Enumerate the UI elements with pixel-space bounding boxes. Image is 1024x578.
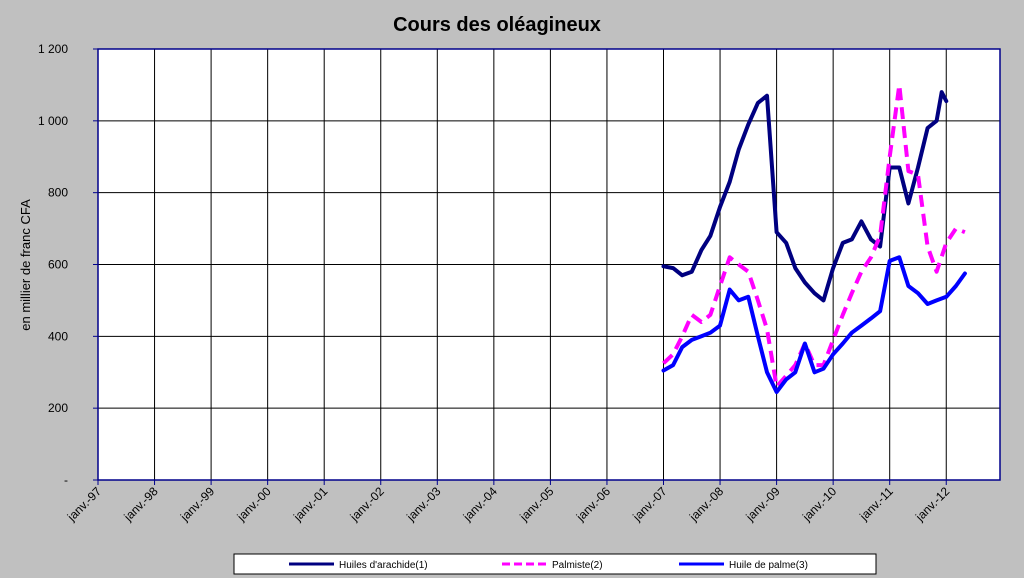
y-tick-label: 200 xyxy=(48,401,68,415)
x-tick-label: janv.-12 xyxy=(912,484,952,524)
y-tick-label: - xyxy=(64,473,68,487)
legend-label: Huile de palme(3) xyxy=(729,560,808,571)
legend-label: Huiles d'arachide(1) xyxy=(339,560,428,571)
plot-border xyxy=(97,48,1001,481)
x-tick-label: janv.-98 xyxy=(120,484,160,524)
x-tick-label: janv.-05 xyxy=(516,484,556,524)
x-tick-label: janv.-06 xyxy=(573,484,613,524)
x-tick-label: janv.-10 xyxy=(799,484,839,524)
legend-label: Palmiste(2) xyxy=(552,560,603,571)
y-axis-label: en millier de franc CFA xyxy=(18,199,33,331)
y-tick-label: 1 200 xyxy=(38,42,68,56)
y-tick-label: 1 000 xyxy=(38,114,68,128)
x-tick-label: janv.-11 xyxy=(856,484,896,524)
x-tick-label: janv.-07 xyxy=(629,484,669,524)
x-tick-label: janv.-09 xyxy=(743,484,783,524)
series-line xyxy=(661,90,949,303)
legend-box xyxy=(233,553,877,575)
x-tick-label: janv.-08 xyxy=(686,484,726,524)
x-tick-label: janv.-03 xyxy=(403,484,443,524)
y-tick-label: 400 xyxy=(48,329,68,343)
x-tick-label: janv.-97 xyxy=(64,484,104,524)
plot-area: - 200 400 600 800 1 000 1 200 janv.-97 janv.-98 j… xyxy=(38,42,1001,524)
x-tick-label: janv.-99 xyxy=(177,484,217,524)
x-tick-label: janv.-01 xyxy=(290,484,330,524)
x-tick-label: janv.-00 xyxy=(234,484,274,524)
y-tick-label: 800 xyxy=(48,186,68,200)
y-tick-label: 600 xyxy=(48,258,68,272)
legend: Huiles d'arachide(1) Palmiste(2) Huile de … xyxy=(233,553,877,575)
series-line xyxy=(661,255,967,394)
chart-title: Cours des oléagineux xyxy=(393,14,601,36)
x-tick-label: janv.-04 xyxy=(460,484,500,524)
x-tick-label: janv.-02 xyxy=(347,484,387,524)
